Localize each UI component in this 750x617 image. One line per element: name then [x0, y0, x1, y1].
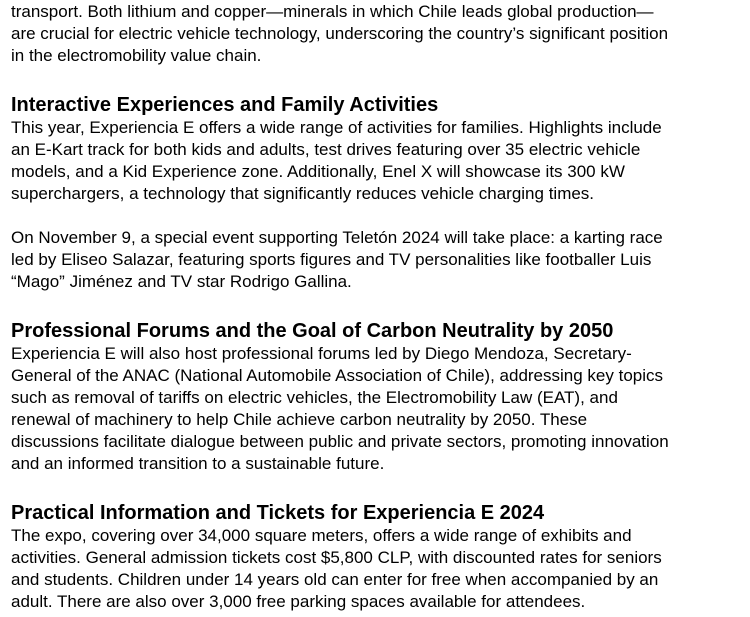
paragraph-line: models, and a Kid Experience zone. Addit…: [11, 162, 625, 181]
paragraph: On November 9, a special event supportin…: [11, 227, 747, 293]
paragraph: This year, Experiencia E offers a wide r…: [11, 117, 747, 205]
section-heading: Professional Forums and the Goal of Carb…: [11, 320, 614, 342]
section-heading: Practical Information and Tickets for Ex…: [11, 502, 545, 524]
paragraph-line: This year, Experiencia E offers a wide r…: [11, 118, 662, 137]
paragraph-line: On November 9, a special event supportin…: [11, 228, 663, 247]
paragraph-line: The expo, covering over 34,000 square me…: [11, 526, 632, 545]
paragraph-line: “Mago” Jiménez and TV star Rodrigo Galli…: [11, 272, 352, 291]
paragraph: The expo, covering over 34,000 square me…: [11, 525, 747, 613]
paragraph-line: and students. Children under 14 years ol…: [11, 570, 659, 589]
paragraph-line: General of the ANAC (National Automobile…: [11, 366, 664, 385]
paragraph-line: an E-Kart track for both kids and adults…: [11, 140, 641, 159]
paragraph-line: activities. General admission tickets co…: [11, 548, 662, 567]
paragraph-line: transport. Both lithium and copper—miner…: [11, 2, 654, 21]
paragraph-line: superchargers, a technology that signifi…: [11, 184, 595, 203]
paragraph-line: renewal of machinery to help Chile achie…: [11, 410, 588, 429]
paragraph-line: discussions facilitate dialogue between …: [11, 432, 669, 451]
paragraph: Experiencia E will also host professiona…: [11, 343, 747, 475]
section-heading: Interactive Experiences and Family Activ…: [11, 94, 439, 116]
paragraph-line: in the electromobility value chain.: [11, 46, 262, 65]
paragraph-line: are crucial for electric vehicle technol…: [11, 24, 669, 43]
paragraph-line: and an informed transition to a sustaina…: [11, 454, 385, 473]
paragraph: transport. Both lithium and copper—miner…: [11, 1, 747, 67]
paragraph-line: Experiencia E will also host professiona…: [11, 344, 632, 363]
paragraph-line: such as removal of tariffs on electric v…: [11, 388, 618, 407]
article-body: transport. Both lithium and copper—miner…: [11, 1, 747, 613]
paragraph-line: led by Eliseo Salazar, featuring sports …: [11, 250, 652, 269]
paragraph-line: adult. There are also over 3,000 free pa…: [11, 592, 586, 611]
